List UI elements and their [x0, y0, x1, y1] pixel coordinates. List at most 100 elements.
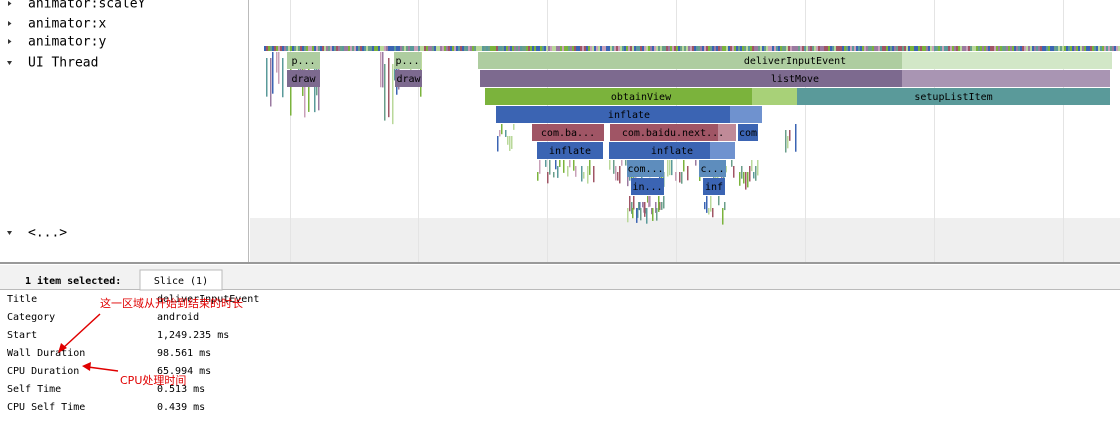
- trace-stripe: [702, 46, 704, 51]
- trace-stripe: [532, 46, 534, 51]
- trace-stripe: [1054, 46, 1056, 51]
- trace-stripe: [804, 46, 806, 51]
- trace-stripe: [384, 46, 386, 51]
- trace-stripe: [878, 46, 880, 51]
- trace-stripe: [958, 46, 960, 51]
- trace-stripe: [683, 160, 685, 172]
- trace-stripe: [424, 46, 426, 51]
- trace-stripe: [1000, 46, 1002, 51]
- trace-stripe: [750, 46, 752, 51]
- trace-stripe: [410, 46, 412, 51]
- trace-stripe: [656, 208, 658, 221]
- trace-stripe: [822, 46, 824, 51]
- trace-stripe: [586, 46, 588, 51]
- trace-stripe: [468, 46, 470, 51]
- trace-stripe: [272, 46, 274, 51]
- trace-stripe: [1090, 46, 1092, 51]
- slice-tail: [718, 124, 736, 141]
- trace-stripe: [1108, 46, 1110, 51]
- trace-stripe: [600, 46, 602, 51]
- track-label: animator:scaleY: [28, 0, 146, 12]
- trace-stripe: [912, 46, 914, 51]
- trace-stripe: [856, 46, 858, 51]
- trace-stripe: [589, 160, 591, 175]
- trace-stripe: [440, 46, 442, 51]
- trace-stripe: [627, 208, 629, 223]
- trace-stripe: [510, 46, 512, 51]
- trace-stripe: [380, 52, 382, 88]
- trace-stripe: [557, 166, 559, 178]
- trace-stripe: [376, 46, 378, 51]
- trace-stripe: [992, 46, 994, 51]
- trace-stripe: [382, 52, 384, 88]
- trace-stripe: [1104, 46, 1106, 51]
- trace-stripe: [318, 46, 320, 51]
- slice: [699, 160, 726, 177]
- slice-label: com: [739, 128, 757, 139]
- trace-stripe: [720, 46, 722, 51]
- trace-stripe: [1052, 46, 1054, 51]
- trace-stripe: [726, 46, 728, 51]
- trace-stripe: [340, 46, 342, 51]
- trace-stripe: [462, 46, 464, 51]
- trace-stripe: [450, 46, 452, 51]
- trace-stripe: [778, 46, 780, 51]
- detail-value: android: [157, 312, 199, 323]
- trace-stripe: [490, 46, 492, 51]
- trace-stripe: [888, 46, 890, 51]
- trace-stripe: [472, 46, 474, 51]
- slice: [485, 88, 797, 105]
- trace-stripe: [380, 46, 382, 51]
- trace-stripe: [1118, 46, 1120, 51]
- trace-stripe: [694, 46, 696, 51]
- trace-stripe: [348, 46, 350, 51]
- trace-stripe: [757, 160, 759, 176]
- trace-stripe: [614, 46, 616, 51]
- trace-stripe: [638, 202, 640, 210]
- trace-stripe: [290, 64, 292, 116]
- trace-stripe: [422, 46, 424, 51]
- slice: [609, 142, 735, 159]
- trace-stripe: [874, 46, 876, 51]
- trace-stripe: [820, 46, 822, 51]
- trace-stripe: [758, 46, 760, 51]
- trace-stripe: [308, 46, 310, 51]
- trace-stripe: [844, 46, 846, 51]
- trace-stripe: [286, 46, 288, 51]
- trace-stripe: [406, 46, 408, 51]
- trace-stripe: [1034, 46, 1036, 51]
- trace-stripe: [1030, 46, 1032, 51]
- trace-stripe: [628, 46, 630, 51]
- trace-stripe: [722, 46, 724, 51]
- slice-tab[interactable]: [139, 269, 223, 291]
- trace-stripe: [569, 160, 571, 168]
- trace-stripe: [390, 46, 392, 51]
- trace-stripe: [733, 166, 735, 178]
- trace-stripe: [1004, 46, 1006, 51]
- trace-stripe: [922, 46, 924, 51]
- slice: [496, 106, 762, 123]
- trace-stripe: [509, 136, 511, 151]
- slice-label: com.ba...: [541, 128, 595, 139]
- trace-stripe: [266, 46, 268, 51]
- trace-stripe: [706, 46, 708, 51]
- trace-stripe: [868, 46, 870, 51]
- detail-value: 98.561 ms: [157, 348, 211, 359]
- trace-stripe: [604, 46, 606, 51]
- trace-stripe: [346, 46, 348, 51]
- tab-label[interactable]: Slice (1): [154, 276, 208, 287]
- trace-stripe: [474, 46, 476, 51]
- trace-stripe: [502, 46, 504, 51]
- trace-stripe: [741, 166, 743, 179]
- collapsed-icon: [8, 1, 12, 6]
- trace-stripe: [1076, 46, 1078, 51]
- trace-stripe: [294, 46, 296, 51]
- trace-stripe: [846, 46, 848, 51]
- trace-stripe: [582, 46, 584, 51]
- trace-stripe: [704, 202, 706, 210]
- trace-stripe: [1018, 46, 1020, 51]
- trace-stripe: [840, 46, 842, 51]
- trace-stripe: [486, 46, 488, 51]
- trace-stripe: [892, 46, 894, 51]
- trace-stripe: [728, 46, 730, 51]
